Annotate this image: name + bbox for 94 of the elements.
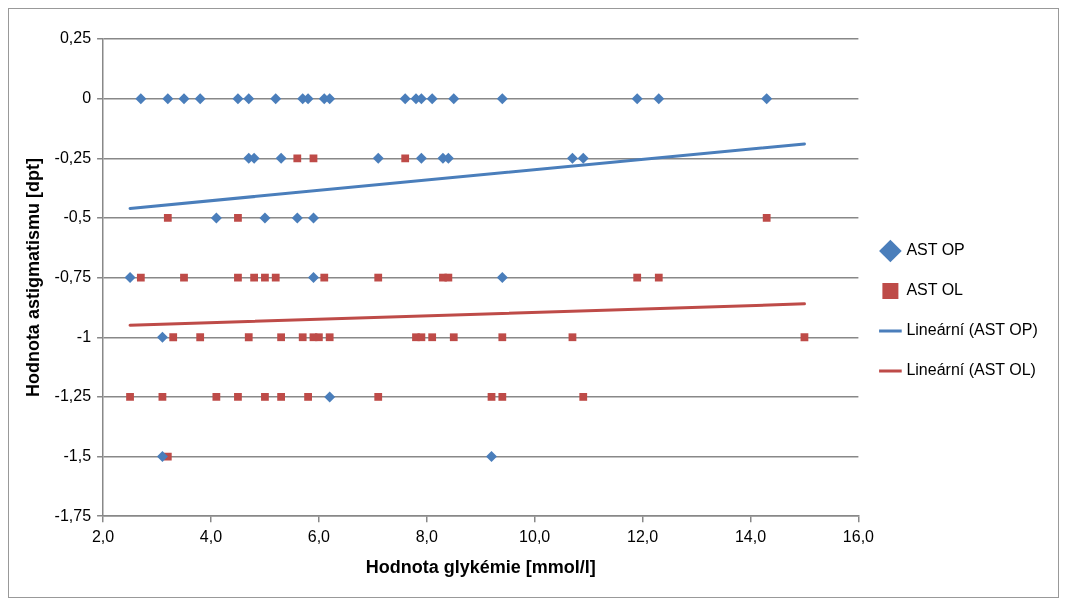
point bbox=[293, 154, 302, 163]
point bbox=[761, 93, 773, 105]
point bbox=[210, 212, 222, 224]
point bbox=[156, 331, 168, 343]
point bbox=[194, 93, 206, 105]
point bbox=[324, 391, 336, 403]
y-tick-label: -1,25 bbox=[54, 387, 92, 405]
point bbox=[212, 393, 221, 401]
point bbox=[577, 152, 589, 164]
point bbox=[417, 333, 426, 342]
point bbox=[162, 93, 174, 105]
point bbox=[270, 93, 282, 105]
point bbox=[449, 333, 458, 342]
point bbox=[309, 154, 318, 163]
point bbox=[372, 152, 384, 164]
y-tick-label: -1,5 bbox=[63, 446, 92, 464]
point bbox=[261, 273, 269, 282]
point bbox=[486, 451, 498, 463]
point bbox=[178, 93, 190, 105]
legend-label: AST OL bbox=[906, 281, 964, 299]
y-tick-label: 0 bbox=[82, 89, 92, 107]
point bbox=[314, 333, 323, 342]
x-tick-label: 14,0 bbox=[734, 528, 767, 546]
point bbox=[498, 393, 507, 401]
point bbox=[135, 93, 147, 105]
point bbox=[234, 273, 242, 282]
point bbox=[250, 273, 259, 282]
point bbox=[307, 272, 319, 284]
x-axis-title: Hodnota glykémie [mmol/l] bbox=[365, 557, 596, 578]
legend-label: Lineární (AST OL) bbox=[906, 361, 1036, 379]
x-tick-label: 12,0 bbox=[627, 528, 659, 546]
x-tick-label: 4,0 bbox=[199, 528, 223, 546]
point bbox=[401, 154, 410, 163]
x-tick-label: 8,0 bbox=[415, 528, 438, 546]
point bbox=[136, 273, 145, 282]
point bbox=[496, 272, 508, 284]
point bbox=[444, 273, 453, 282]
y-tick-label: -0,5 bbox=[63, 208, 92, 226]
point bbox=[298, 333, 307, 342]
point bbox=[428, 333, 437, 342]
point bbox=[579, 393, 588, 401]
point bbox=[158, 393, 167, 401]
legend-label: AST OP bbox=[906, 241, 965, 259]
x-tick-label: 16,0 bbox=[842, 528, 875, 546]
point bbox=[163, 214, 172, 222]
point bbox=[232, 93, 244, 105]
point bbox=[325, 333, 334, 342]
point bbox=[448, 93, 460, 105]
point bbox=[496, 93, 508, 105]
point bbox=[275, 152, 287, 164]
point bbox=[320, 273, 329, 282]
point bbox=[156, 451, 168, 463]
point bbox=[762, 214, 771, 222]
point bbox=[180, 273, 188, 282]
point bbox=[800, 333, 809, 342]
point bbox=[633, 273, 642, 282]
y-axis-title: Hodnota astigmatismu [dpt] bbox=[22, 158, 43, 398]
point bbox=[374, 273, 383, 282]
point bbox=[415, 152, 427, 164]
x-tick-label: 6,0 bbox=[307, 528, 331, 546]
point bbox=[244, 333, 253, 342]
point bbox=[631, 93, 643, 105]
point bbox=[196, 333, 205, 342]
point bbox=[304, 393, 312, 401]
point bbox=[399, 93, 411, 105]
point bbox=[126, 393, 134, 401]
x-tick-label: 2,0 bbox=[91, 528, 115, 546]
point bbox=[374, 393, 383, 401]
point bbox=[261, 393, 269, 401]
point bbox=[234, 214, 242, 222]
point bbox=[271, 273, 280, 282]
point bbox=[291, 212, 303, 224]
point bbox=[498, 333, 507, 342]
y-tick-label: -1,75 bbox=[54, 506, 92, 524]
legend-label: Lineární (AST OP) bbox=[906, 321, 1038, 339]
point bbox=[566, 152, 578, 164]
point bbox=[654, 273, 663, 282]
point bbox=[277, 393, 285, 401]
point bbox=[568, 333, 577, 342]
point bbox=[653, 93, 665, 105]
point bbox=[487, 393, 496, 401]
point bbox=[234, 393, 242, 401]
point bbox=[259, 212, 271, 224]
point bbox=[243, 93, 255, 105]
point bbox=[277, 333, 285, 342]
point bbox=[307, 212, 319, 224]
y-tick-label: -1 bbox=[76, 327, 92, 345]
y-tick-label: -0,75 bbox=[54, 268, 92, 286]
y-tick-label: 0,25 bbox=[59, 29, 92, 47]
point bbox=[124, 272, 136, 284]
x-tick-label: 10,0 bbox=[519, 528, 551, 546]
y-tick-label: -0,25 bbox=[54, 148, 92, 166]
point bbox=[169, 333, 178, 342]
point bbox=[426, 93, 438, 105]
